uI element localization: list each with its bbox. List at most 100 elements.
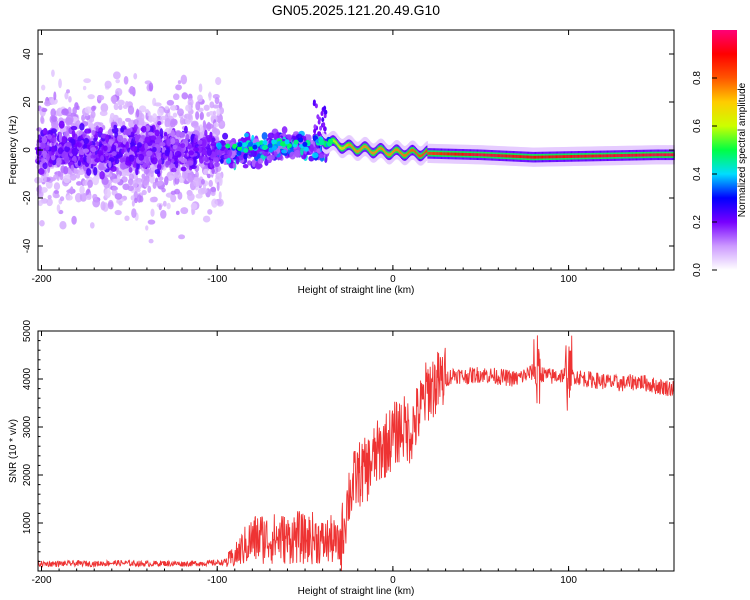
core-blob bbox=[111, 151, 117, 157]
core-blob bbox=[144, 143, 149, 150]
core-blob bbox=[42, 128, 46, 134]
x-tick-label: 0 bbox=[390, 575, 396, 586]
noise-blob bbox=[218, 191, 222, 200]
noise-blob bbox=[54, 193, 60, 199]
core-blob bbox=[202, 149, 207, 156]
core-blob bbox=[142, 162, 147, 169]
y-tick-label: 20 bbox=[22, 96, 33, 108]
core-blob bbox=[46, 153, 50, 162]
noise-blob bbox=[149, 196, 157, 203]
noise-blob bbox=[64, 91, 69, 100]
spike-blob bbox=[321, 117, 325, 123]
core-blob bbox=[99, 170, 105, 180]
core-blob bbox=[84, 128, 92, 134]
core-blob bbox=[113, 124, 118, 130]
noise-blob bbox=[187, 176, 194, 183]
noise-blob bbox=[53, 182, 61, 191]
y-tick-label: 2000 bbox=[22, 463, 33, 486]
noise-blob bbox=[212, 104, 220, 109]
noise-blob bbox=[219, 120, 225, 126]
noise-blob bbox=[175, 210, 180, 216]
green-blob bbox=[271, 145, 277, 151]
core-blob bbox=[116, 134, 124, 143]
core-blob bbox=[145, 150, 153, 157]
noise-blob bbox=[37, 184, 42, 194]
core-blob bbox=[209, 159, 213, 169]
noise-blob bbox=[51, 115, 58, 123]
spike-blob bbox=[320, 111, 324, 117]
noise-blob bbox=[90, 110, 96, 119]
core-blob bbox=[163, 131, 168, 137]
core-blob bbox=[206, 173, 211, 179]
noise-blob bbox=[180, 207, 189, 215]
noise-blob bbox=[79, 192, 88, 202]
noise-blob bbox=[124, 215, 130, 222]
noise-blob bbox=[157, 107, 164, 117]
spectrogram-y-label: Frequency (Hz) bbox=[8, 116, 19, 185]
core-blob bbox=[257, 158, 264, 164]
core-blob bbox=[150, 135, 157, 141]
x-tick-label: -200 bbox=[32, 274, 52, 285]
spike-blob bbox=[313, 124, 317, 130]
noise-blob bbox=[39, 220, 45, 227]
y-tick-label: 4000 bbox=[22, 367, 33, 390]
noise-blob bbox=[109, 112, 115, 120]
noise-blob bbox=[41, 84, 46, 91]
core-blob bbox=[175, 130, 182, 138]
noise-blob bbox=[129, 85, 135, 95]
noise-blob bbox=[127, 185, 135, 192]
colorbar-tick-label: 0.2 bbox=[692, 215, 703, 229]
core-blob bbox=[180, 143, 186, 149]
core-blob bbox=[180, 166, 187, 172]
noise-blob bbox=[211, 127, 218, 134]
y-tick-label: -20 bbox=[22, 190, 33, 205]
colorbar-tick-label: 0.0 bbox=[692, 263, 703, 277]
noise-blob bbox=[178, 234, 186, 240]
colorbar-tick-label: 0.8 bbox=[692, 71, 703, 85]
noise-blob bbox=[207, 209, 213, 215]
noise-blob bbox=[218, 176, 223, 187]
core-blob bbox=[65, 141, 72, 148]
core-blob bbox=[193, 137, 197, 144]
core-blob bbox=[36, 146, 42, 156]
noise-blob bbox=[154, 102, 162, 107]
noise-blob bbox=[145, 225, 149, 231]
core-blob bbox=[281, 149, 287, 154]
noise-blob bbox=[157, 180, 164, 186]
noise-blob bbox=[211, 198, 218, 208]
noise-blob bbox=[100, 103, 109, 113]
core-blob bbox=[201, 138, 207, 148]
core-blob bbox=[154, 168, 161, 175]
y-tick-label: 1000 bbox=[22, 511, 33, 534]
core-blob bbox=[93, 166, 98, 176]
spike-blob bbox=[319, 125, 323, 131]
core-blob bbox=[311, 152, 319, 159]
noise-blob bbox=[66, 189, 75, 194]
noise-blob bbox=[119, 117, 123, 128]
green-blob bbox=[267, 143, 273, 149]
noise-blob bbox=[213, 122, 219, 128]
noise-blob bbox=[200, 178, 205, 185]
core-blob bbox=[90, 163, 94, 169]
core-blob bbox=[133, 124, 138, 131]
noise-blob bbox=[152, 181, 157, 189]
green-blob bbox=[271, 139, 277, 145]
noise-blob bbox=[203, 168, 209, 175]
y-tick-label: 0 bbox=[22, 147, 33, 153]
x-tick-label: -200 bbox=[32, 575, 52, 586]
noise-blob bbox=[215, 77, 222, 86]
snr-panel: -200 -100 0 100 1000 2000 3000 4000 5000 Height… bbox=[8, 319, 675, 597]
noise-blob bbox=[40, 187, 48, 193]
noise-blob bbox=[96, 94, 105, 101]
core-blob bbox=[235, 156, 240, 165]
noise-blob bbox=[114, 193, 123, 200]
noise-blob bbox=[148, 115, 154, 123]
noise-blob bbox=[127, 178, 134, 186]
core-blob bbox=[289, 151, 296, 160]
y-tick-label: 3000 bbox=[22, 415, 33, 438]
noise-blob bbox=[138, 105, 147, 113]
noise-blob bbox=[216, 198, 224, 207]
noise-blob bbox=[89, 222, 95, 229]
green-blob bbox=[327, 138, 333, 144]
